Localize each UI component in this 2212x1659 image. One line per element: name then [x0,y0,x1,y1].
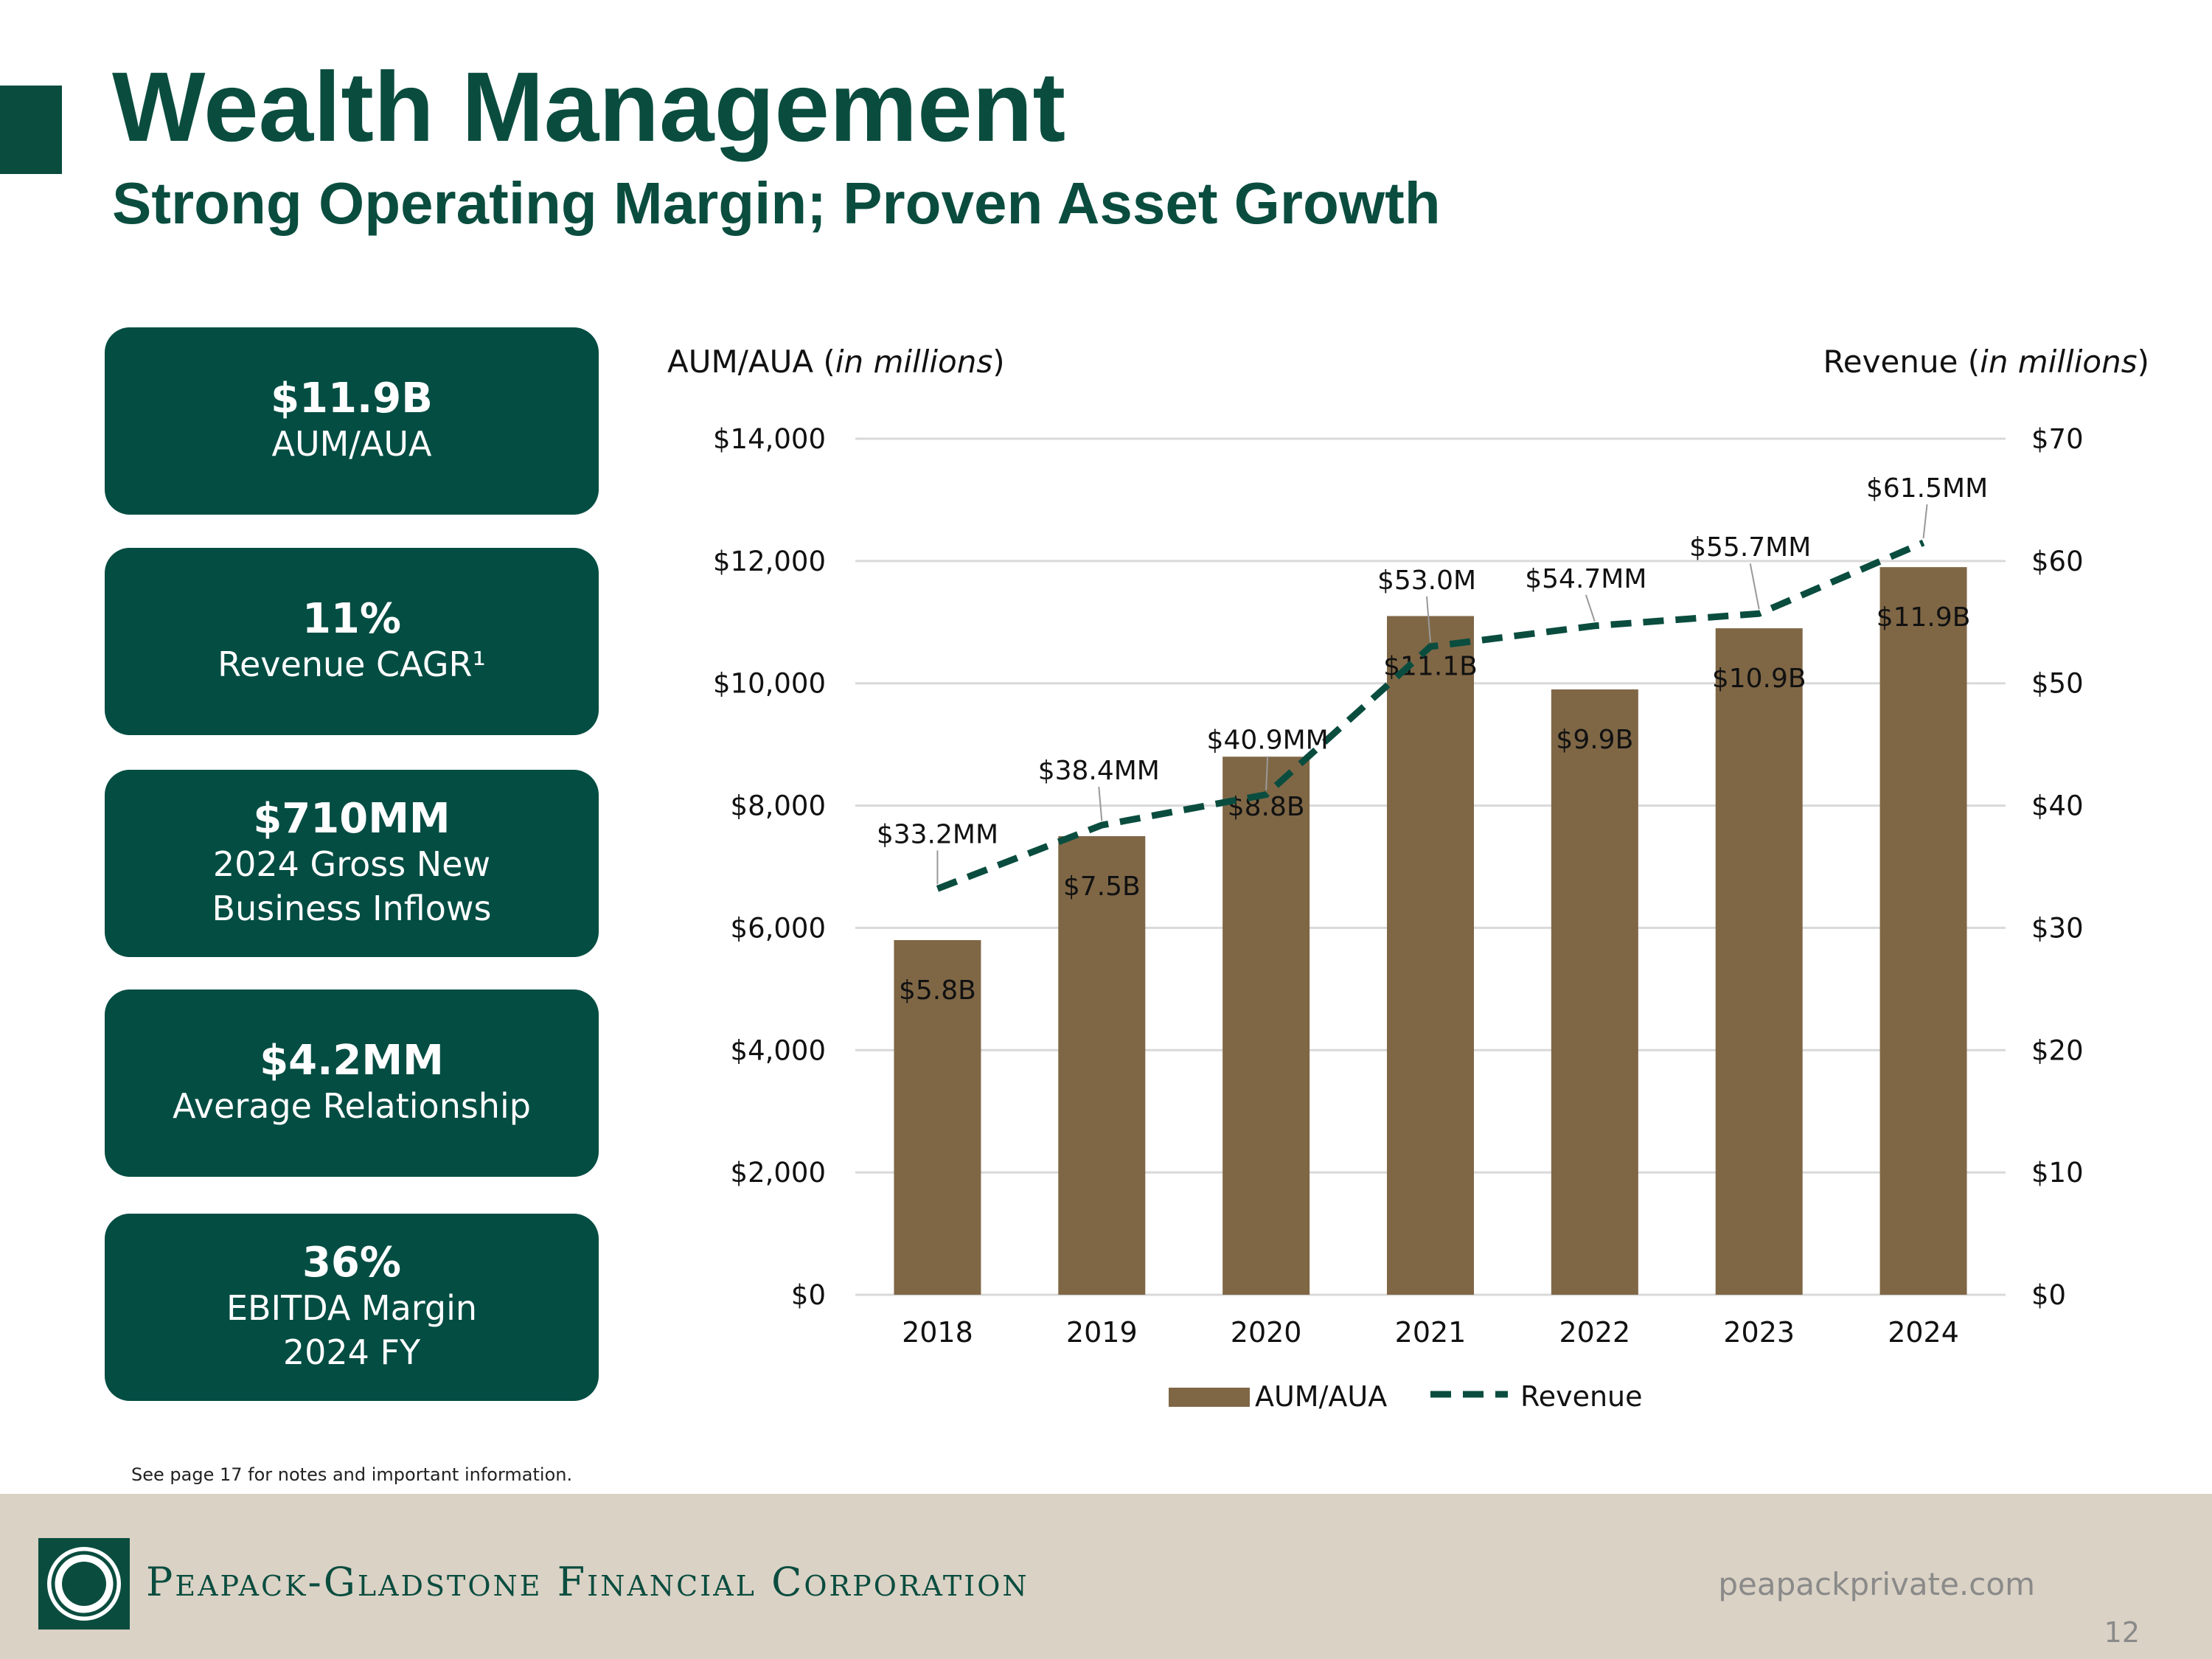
legend-label-aum: AUM/AUA [1255,1380,1387,1413]
left-tick-label: $14,000 [713,423,826,455]
revenue-leader-line [1922,504,1928,539]
right-tick-label: $50 [2031,668,2084,700]
kpi-label: EBITDA Margin 2024 FY [226,1288,478,1373]
left-axis-title: AUM/AUA (in millions) [667,344,1005,380]
right-tick-label: $60 [2031,546,2084,577]
kpi-value: $710MM [253,795,451,843]
revenue-leader-line [1426,596,1431,643]
aum-data-label: $11.9B [1877,602,1971,633]
page-number: 12 [2104,1616,2140,1649]
left-tick-label: $6,000 [731,912,826,944]
left-tick-label: $10,000 [713,668,826,700]
aum-bar [1715,628,1803,1295]
revenue-leader-line [1585,594,1596,622]
footnote: See page 17 for notes and important info… [131,1464,573,1485]
revenue-leader-line [1265,756,1269,790]
kpi-card-average-relationship: $4.2MM Average Relationship [105,990,599,1177]
revenue-data-label: $61.5MM [1866,473,1988,504]
aum-bar [1387,616,1474,1295]
aum-data-label: $9.9B [1556,725,1633,755]
revenue-line [936,539,1925,892]
right-tick-label: $70 [2031,423,2084,455]
left-tick-label: $2,000 [731,1157,826,1189]
right-tick-label: $0 [2031,1279,2066,1311]
right-tick-label: $30 [2031,912,2084,944]
x-tick-label: 2019 [1066,1316,1138,1349]
kpi-label: Average Relationship [173,1086,531,1127]
aum-bar [1879,567,1967,1295]
kpi-card-inflows: $710MM 2024 Gross New Business Inflows [105,770,599,957]
revenue-leader-line [1098,787,1103,821]
aum-bar [1058,836,1146,1295]
kpi-value: $4.2MM [260,1036,444,1085]
company-logo [38,1538,130,1630]
kpi-value: 11% [302,594,402,643]
x-tick-label: 2023 [1723,1316,1795,1349]
aum-data-label: $10.9B [1712,664,1806,694]
kpi-label: 2024 Gross New Business Inflows [212,844,492,929]
x-tick-label: 2021 [1395,1316,1467,1349]
left-tick-label: $4,000 [731,1034,826,1066]
aum-bar [894,940,981,1295]
title-accent-bar [0,86,62,174]
x-tick-label: 2024 [1888,1316,1959,1349]
x-tick-label: 2022 [1559,1316,1630,1349]
kpi-card-aum: $11.9B AUM/AUA [105,327,599,515]
kpi-label: AUM/AUA [271,424,432,465]
revenue-leader-line [1749,563,1760,610]
kpi-card-ebitda-margin: 36% EBITDA Margin 2024 FY [105,1214,599,1401]
company-name: Peapack-Gladstone Financial Corporation [146,1559,1029,1605]
aum-revenue-chart: AUM/AUA (in millions) Revenue (in million… [667,344,2149,1413]
left-tick-label: $12,000 [713,546,826,577]
kpi-value: $11.9B [271,374,433,422]
right-tick-label: $20 [2031,1034,2084,1066]
website-link[interactable]: peapackprivate.com [1718,1566,2035,1602]
right-axis-title: Revenue (in millions) [1823,344,2149,380]
aum-data-label: $5.8B [899,975,976,1006]
revenue-data-label: $53.0M [1377,566,1476,596]
revenue-data-label: $55.7MM [1689,532,1811,563]
legend-swatch-aum [1169,1388,1250,1407]
revenue-data-label: $33.2MM [877,819,998,849]
kpi-label: Revenue CAGR¹ [218,644,486,685]
revenue-data-label: $38.4MM [1038,756,1160,786]
footer-band: Peapack-Gladstone Financial Corporation … [0,1494,2212,1659]
right-tick-label: $40 [2031,790,2084,822]
x-tick-label: 2020 [1231,1316,1302,1349]
left-tick-label: $0 [791,1279,826,1311]
aum-data-label: $7.5B [1063,872,1141,902]
left-tick-label: $8,000 [731,790,826,822]
page-subtitle: Strong Operating Margin; Proven Asset Gr… [112,170,1441,236]
kpi-value: 36% [302,1239,402,1287]
legend-label-revenue: Revenue [1520,1380,1643,1413]
x-tick-label: 2018 [902,1316,973,1349]
page-title: Wealth Management [112,52,1066,162]
right-tick-label: $10 [2031,1157,2084,1189]
aum-bar [1551,689,1638,1295]
revenue-data-label: $40.9MM [1207,726,1329,756]
kpi-card-revenue-cagr: 11% Revenue CAGR¹ [105,548,599,735]
revenue-data-label: $54.7MM [1525,564,1646,594]
aum-bar [1222,757,1310,1295]
